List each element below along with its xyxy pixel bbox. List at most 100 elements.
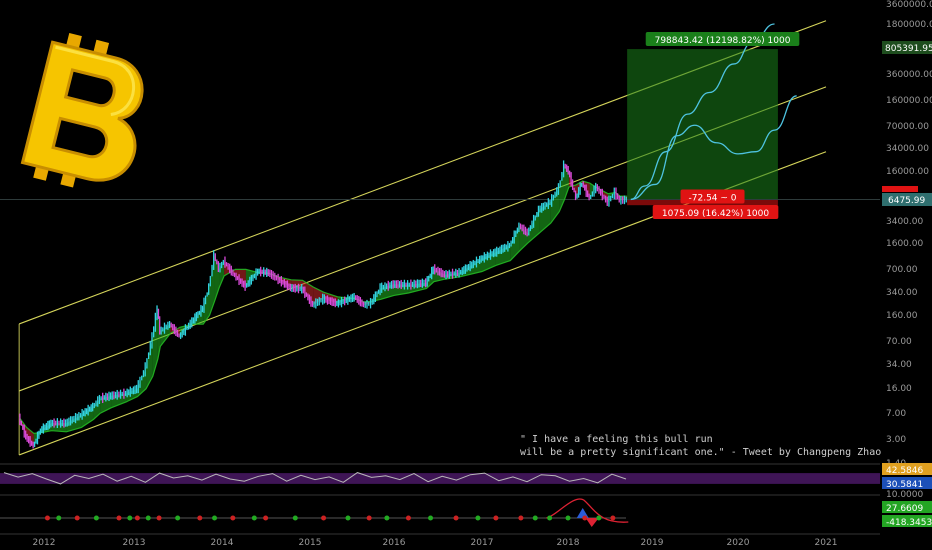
measure-upper-label: 798843.42 (12198.82%) 1000 [655, 36, 791, 46]
osc2-dot [596, 515, 602, 521]
osc2-dot [532, 515, 538, 521]
y-tick-label: 16000.00 [886, 167, 929, 177]
osc1-y-label: 30.5841 [886, 480, 923, 490]
osc1-y-label: 42.5846 [886, 466, 923, 476]
price-axis[interactable]: 3600000.00 1800000.00 805391.95 360000.00 16… [882, 0, 932, 445]
oscillator-pane-2[interactable]: 27.6609 -418.3453 [0, 498, 932, 528]
quote-line-2: will be a pretty significant one." - Twe… [520, 447, 881, 458]
osc2-histogram [576, 508, 589, 518]
y-tick-label: 3.00 [886, 435, 906, 445]
projection-b-curve [630, 95, 797, 201]
y-tick-label: 360000.00 [886, 70, 932, 80]
osc1-value-tag [882, 477, 932, 489]
osc2-dot [366, 515, 372, 521]
y-tick-label: 16.00 [886, 384, 912, 394]
osc2-dot [565, 515, 571, 521]
projected-price-tag [882, 41, 932, 54]
ma-ribbon-segment [620, 196, 628, 201]
ma-ribbon-segment [245, 269, 259, 287]
measure-lower-label: 1075.09 (16.42%) 1000 [662, 209, 769, 219]
x-tick-label: 2017 [471, 538, 494, 548]
osc2-dot [405, 515, 411, 521]
current-price-red-marker [882, 186, 918, 192]
ma-ribbon-segment [510, 225, 520, 261]
ma-ribbon-segment [608, 192, 616, 203]
y-tick-label: 160000.00 [886, 96, 932, 106]
x-tick-label: 2019 [641, 538, 664, 548]
projected-price-label: 805391.95 [885, 44, 932, 54]
x-tick-label: 2018 [557, 538, 580, 548]
osc1-band [0, 473, 880, 484]
osc2-dot [116, 515, 122, 521]
osc2-dot [175, 515, 181, 521]
current-price-label: 6475.99 [888, 196, 925, 206]
osc2-dot [547, 515, 553, 521]
osc2-dot [582, 515, 588, 521]
y-tick-label: 160.00 [886, 311, 918, 321]
osc2-dot [345, 515, 351, 521]
y-tick-label: 70.00 [886, 337, 912, 347]
osc2-dot [384, 515, 390, 521]
osc2-dot [453, 515, 459, 521]
osc2-dot [156, 515, 162, 521]
osc2-dot [475, 515, 481, 521]
osc2-y-label: -418.3453 [886, 518, 932, 528]
moving-average-line [18, 180, 628, 435]
measure-upper-label-bg [645, 32, 800, 46]
measure-gain-area [627, 49, 778, 200]
y-tick-label: 340.00 [886, 288, 918, 298]
price-pane[interactable]: 798843.42 (12198.82%) 1000 -72.54 ~ 0 1075… [0, 20, 880, 535]
y-tick-label: 700.00 [886, 265, 918, 275]
quote-line-1: " I have a feeling this bull run [520, 434, 713, 445]
current-price-tag [882, 193, 932, 206]
osc2-dot [251, 515, 257, 521]
ma-ribbon-segment [146, 336, 153, 389]
x-tick-label: 2013 [123, 538, 146, 548]
osc2-signal-line [546, 498, 629, 523]
measure-lower-label-bg [652, 205, 779, 219]
osc1-y-label: 10.0000 [886, 490, 923, 500]
ma-ribbon-segment [380, 284, 394, 300]
x-tick-label: 2015 [299, 538, 322, 548]
y-tick-label: 34.00 [886, 360, 912, 370]
ma-ribbon-segment [152, 308, 158, 377]
osc2-dot [74, 515, 80, 521]
osc2-dot [292, 515, 298, 521]
osc2-dot [197, 515, 203, 521]
ma-ribbon-segment [81, 406, 94, 428]
y-tick-label: 1600.00 [886, 239, 923, 249]
y-tick-label: 3600000.00 [886, 0, 932, 10]
ma-ribbon-segment [495, 245, 511, 266]
osc2-dot [93, 515, 99, 521]
y-tick-label: 1800000.00 [886, 20, 932, 30]
x-tick-label: 2021 [815, 538, 838, 548]
y-tick-label: 7.00 [886, 409, 906, 419]
osc2-dot [428, 515, 434, 521]
ma-ribbon-segment [203, 286, 210, 325]
osc1-line [3, 472, 627, 485]
osc2-value-tag [882, 501, 932, 513]
osc2-dot [145, 515, 151, 521]
osc2-dot [212, 515, 218, 521]
osc2-value-tag [882, 515, 932, 527]
osc2-dot [610, 515, 616, 521]
time-axis[interactable]: 2012 2013 2014 2015 2016 2017 2018 2019 2020 2021 [33, 538, 838, 548]
ma-ribbon-segment [179, 321, 193, 337]
ma-ribbon-segment [576, 181, 583, 199]
osc2-histogram [585, 518, 599, 527]
y-tick-label: 3400.00 [886, 217, 923, 227]
x-tick-label: 2012 [33, 538, 56, 548]
measure-middle-label-bg [680, 189, 745, 204]
measure-middle-label: -72.54 ~ 0 [689, 194, 737, 204]
osc2-dot [263, 515, 269, 521]
osc2-dot [518, 515, 524, 521]
osc1-value-tag [882, 463, 932, 475]
quote-annotation: " I have a feeling this bull run will be… [520, 434, 881, 458]
osc2-dot [134, 515, 140, 521]
y-tick-label: 70000.00 [886, 122, 929, 132]
osc2-dot [44, 515, 50, 521]
x-tick-label: 2020 [727, 538, 750, 548]
x-tick-label: 2016 [383, 538, 406, 548]
